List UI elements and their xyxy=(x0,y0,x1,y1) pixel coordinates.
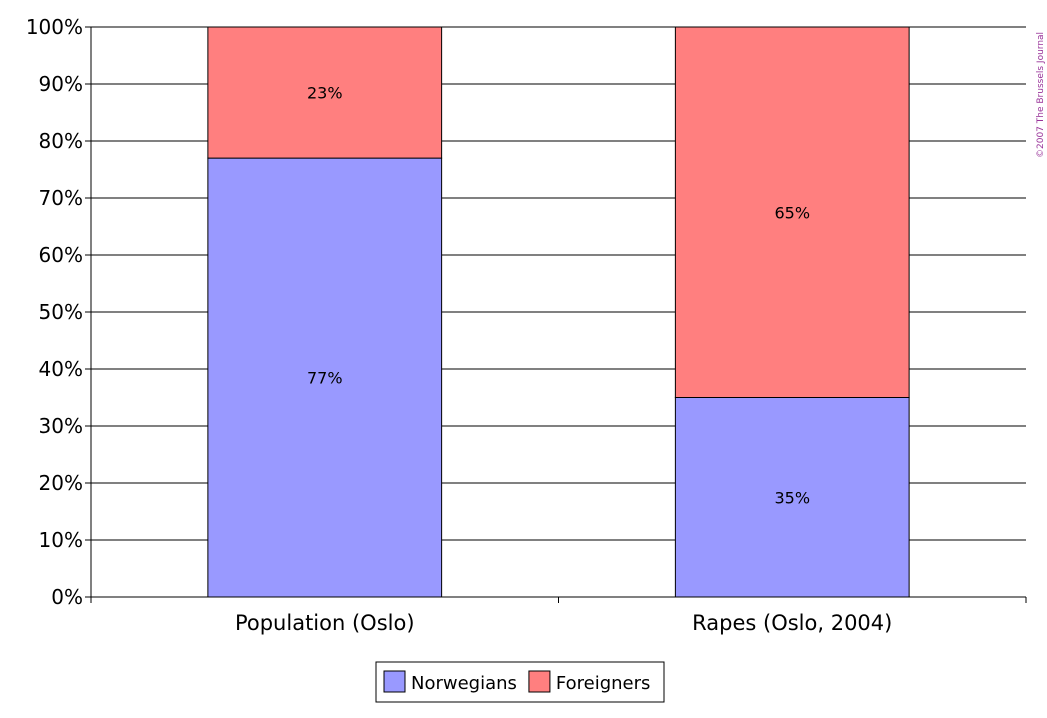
legend-label: Foreigners xyxy=(556,673,651,694)
category-label: Rapes (Oslo, 2004) xyxy=(692,611,892,635)
y-tick-label: 60% xyxy=(39,243,83,267)
data-label: 23% xyxy=(307,84,343,103)
y-tick-label: 80% xyxy=(39,129,83,153)
bar-segment xyxy=(207,26,443,159)
data-label: 65% xyxy=(774,203,810,222)
bar-segment xyxy=(674,397,910,598)
category-label: Population (Oslo) xyxy=(235,611,415,635)
y-tick-label: 100% xyxy=(26,15,83,39)
y-axis-tick-labels: 0% 10% 20% 30% 40% 50% 60% 70% 80% 90% 100% xyxy=(26,15,83,609)
y-tick-label: 10% xyxy=(39,528,83,552)
y-tick-label: 0% xyxy=(51,585,83,609)
bar-segment xyxy=(207,157,443,598)
data-label: 77% xyxy=(307,369,343,388)
y-tick-label: 90% xyxy=(39,72,83,96)
legend-swatch xyxy=(528,670,551,693)
y-tick-label: 30% xyxy=(39,414,83,438)
legend: Norwegians Foreigners xyxy=(375,661,665,703)
bars xyxy=(207,26,910,598)
y-tick-label: 40% xyxy=(39,357,83,381)
data-labels: 77% 23% 35% 65% xyxy=(307,84,810,508)
x-axis-category-labels: Population (Oslo) Rapes (Oslo, 2004) xyxy=(235,611,892,635)
legend-label: Norwegians xyxy=(411,673,517,694)
y-tick-label: 50% xyxy=(39,300,83,324)
y-tick-label: 20% xyxy=(39,471,83,495)
legend-box xyxy=(375,661,665,703)
legend-swatch xyxy=(383,670,406,693)
copyright-note: ©2007 The Brussels Journal xyxy=(1036,32,1046,158)
axes xyxy=(90,27,1027,603)
y-tick-label: 70% xyxy=(39,186,83,210)
bar-segment xyxy=(674,26,910,398)
data-label: 35% xyxy=(774,488,810,507)
